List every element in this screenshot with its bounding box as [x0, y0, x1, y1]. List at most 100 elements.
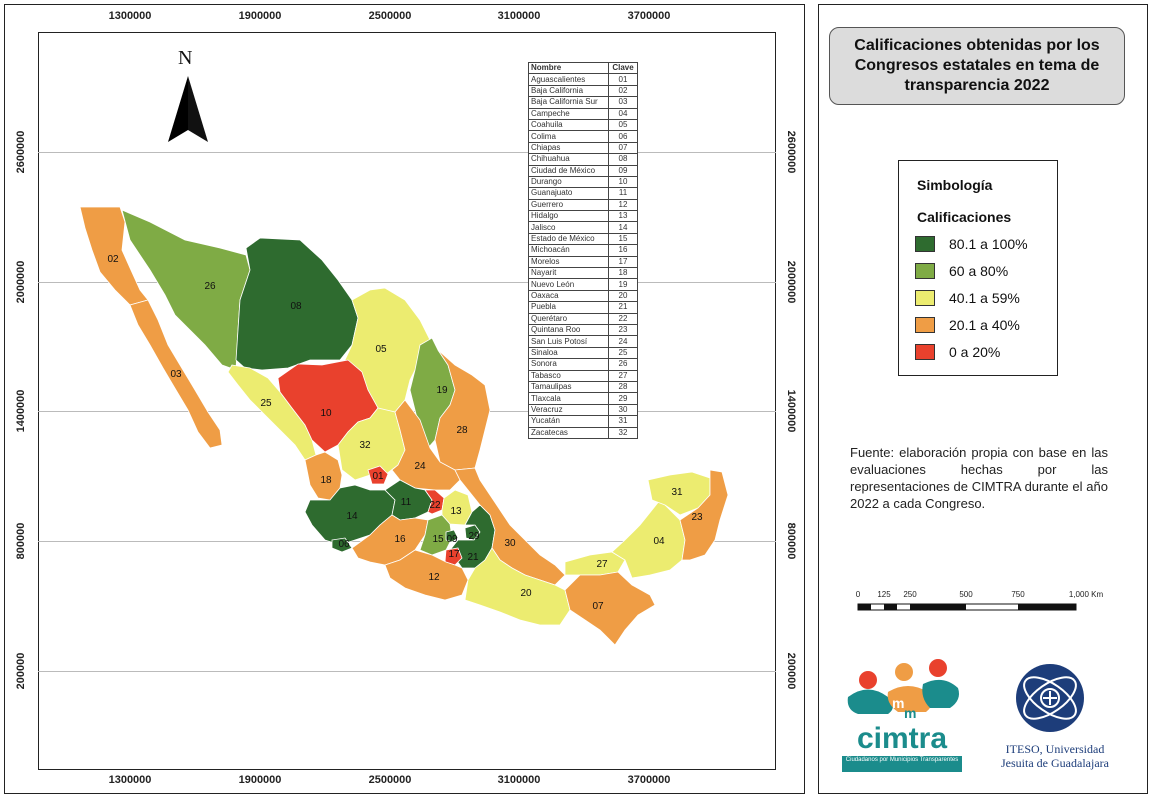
scale-label: 1,000 Km [1068, 590, 1104, 599]
x-tick-bottom: 3700000 [627, 774, 671, 786]
table-cell-name: Guanajuato [528, 187, 609, 200]
table-cell-name: Quintana Roo [528, 323, 609, 337]
table-cell-code: 07 [608, 141, 638, 155]
gridline-200000 [38, 671, 776, 672]
gridline-2000000 [38, 282, 776, 283]
table-header-name: Nombre [528, 61, 609, 75]
table-cell-name: Colima [528, 130, 609, 143]
table-cell-code: 13 [608, 210, 638, 223]
gridline-2600000 [38, 152, 776, 153]
table-cell-code: 11 [608, 187, 638, 200]
table-body: Aguascalientes 01 Baja California 02 Baja Ca… [528, 73, 638, 439]
table-row: Quintana Roo 23 [528, 323, 638, 337]
state-key-table: Nombre Clave Aguascalientes 01 Baja Califo… [528, 61, 638, 439]
table-cell-name: Chihuahua [528, 153, 609, 166]
iteso-seal-icon [1016, 664, 1084, 732]
table-cell-name: Sonora [528, 358, 609, 371]
state-18 [304, 451, 343, 501]
state-label-04: 04 [653, 536, 665, 547]
state-label-30: 30 [504, 538, 516, 549]
table-cell-name: Nuevo León [528, 278, 609, 291]
table-cell-code: 19 [608, 278, 638, 291]
cimtra-wordmark: cimtra [856, 722, 948, 755]
table-cell-name: San Luis Potosí [528, 335, 609, 348]
cimtra-logo: m m cimtra Ciudadanos por Municipios Tra… [838, 652, 966, 776]
table-cell-code: 16 [608, 244, 638, 257]
state-01 [367, 465, 389, 485]
table-row: Chihuahua 08 [528, 153, 638, 166]
table-cell-code: 27 [608, 369, 638, 382]
map-title: Calificaciones obtenidas por los Congres… [829, 27, 1125, 105]
table-cell-code: 21 [608, 301, 638, 314]
x-tick-bottom: 3100000 [497, 774, 541, 786]
iteso-name-line1: ITESO, Universidad [1005, 742, 1105, 756]
table-row: Coahuila 05 [528, 118, 638, 132]
table-cell-code: 25 [608, 346, 638, 360]
state-label-20: 20 [520, 588, 532, 599]
table-row: Chiapas 07 [528, 141, 638, 155]
state-label-27: 27 [596, 559, 608, 570]
table-cell-name: Tabasco [528, 369, 609, 382]
legend-swatch [915, 263, 935, 279]
table-cell-name: Campeche [528, 107, 609, 120]
state-labels: 02 03 26 08 05 19 28 25 10 32 24 18 01 1… [107, 254, 703, 612]
north-label: N [178, 47, 193, 69]
state-24 [391, 399, 461, 491]
cimtra-logo-icon: m m [847, 659, 959, 721]
table-cell-code: 24 [608, 335, 638, 348]
state-label-31: 31 [671, 487, 683, 498]
table-row: Michoacán 16 [528, 244, 638, 257]
table-cell-code: 03 [608, 96, 638, 109]
state-label-26: 26 [204, 281, 216, 292]
state-label-22: 22 [429, 500, 441, 511]
table-cell-name: Estado de México [528, 232, 609, 246]
state-label-21: 21 [467, 552, 479, 563]
table-cell-name: Morelos [528, 255, 609, 269]
table-cell-name: Oaxaca [528, 289, 609, 303]
state-label-15: 15 [432, 534, 444, 545]
table-row: Colima 06 [528, 130, 638, 143]
map-area [38, 32, 776, 770]
state-label-16: 16 [394, 534, 406, 545]
scale-bar-graphic [857, 603, 1077, 611]
state-label-25: 25 [260, 398, 272, 409]
state-22 [424, 489, 445, 515]
x-tick-top: 1300000 [108, 10, 152, 22]
state-12 [384, 549, 469, 601]
table-cell-name: Tlaxcala [528, 392, 609, 405]
state-06 [331, 537, 353, 553]
table-cell-name: Zacatecas [528, 426, 609, 439]
table-cell-name: Baja California Sur [528, 96, 609, 109]
table-cell-name: Ciudad de México [528, 164, 609, 177]
table-row: Baja California Sur 03 [528, 96, 638, 109]
table-cell-code: 30 [608, 403, 638, 417]
legend-swatch [915, 236, 935, 252]
x-tick-top: 1900000 [238, 10, 282, 22]
table-row: Nuevo León 19 [528, 278, 638, 291]
state-26 [121, 209, 251, 371]
table-row: Tlaxcala 29 [528, 392, 638, 405]
state-label-01: 01 [372, 471, 384, 482]
legend-heading: Simbología [917, 177, 993, 193]
table-row: Sinaloa 25 [528, 346, 638, 360]
state-label-28: 28 [456, 425, 468, 436]
table-cell-code: 26 [608, 358, 638, 371]
state-label-17: 17 [448, 549, 460, 560]
state-label-19: 19 [436, 385, 448, 396]
state-17 [444, 547, 463, 566]
state-label-06: 06 [338, 539, 350, 550]
legend: Simbología Calificaciones 80.1 a 100% 60… [898, 160, 1058, 376]
state-label-10: 10 [320, 408, 332, 419]
legend-item: 0 a 20% [915, 343, 1000, 361]
state-23 [679, 469, 729, 561]
table-cell-code: 01 [608, 73, 638, 86]
table-row: Estado de México 15 [528, 232, 638, 246]
x-tick-top: 3700000 [627, 10, 671, 22]
map-frame [4, 4, 805, 794]
x-tick-top: 2500000 [368, 10, 412, 22]
table-cell-code: 06 [608, 130, 638, 143]
table-cell-code: 09 [608, 164, 638, 177]
side-panel-frame [818, 4, 1148, 794]
table-cell-code: 20 [608, 289, 638, 303]
table-cell-code: 29 [608, 392, 638, 405]
